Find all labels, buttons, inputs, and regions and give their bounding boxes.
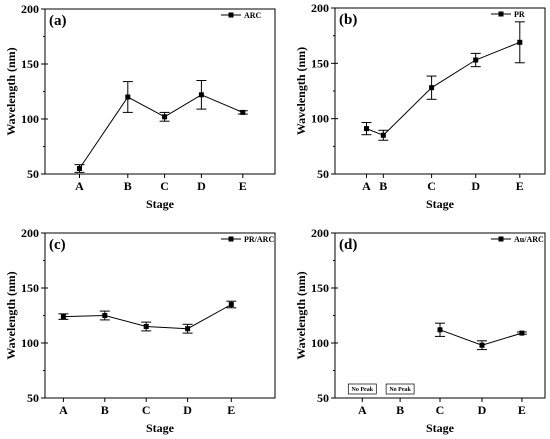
y-tick-label: 50 [27, 167, 39, 181]
y-tick-label: 200 [21, 2, 39, 16]
x-tick-label: D [197, 179, 206, 193]
y-tick-label: 100 [21, 112, 39, 126]
y-tick-label: 50 [27, 391, 39, 405]
x-axis-title: Stage [146, 197, 175, 211]
y-tick-label: 150 [311, 281, 329, 295]
y-tick-label: 150 [311, 56, 329, 70]
data-point [473, 57, 479, 63]
plot-frame [334, 232, 546, 399]
panel-label: (d) [339, 237, 357, 253]
x-tick-label: C [436, 403, 445, 417]
data-point [479, 342, 485, 348]
y-tick-label: 100 [311, 336, 329, 350]
y-axis-title: Wavelength (nm) [4, 47, 18, 135]
data-point [77, 166, 82, 171]
x-tick-label: A [358, 403, 367, 417]
plot-frame [44, 8, 276, 175]
x-axis-title: Stage [146, 421, 175, 435]
x-axis-title: Stage [426, 421, 455, 435]
panel-label: (a) [49, 13, 67, 29]
y-tick-label: 50 [317, 167, 329, 181]
legend-label: PR/ARC [244, 235, 274, 244]
plot-frame [44, 232, 276, 399]
data-point [143, 324, 149, 329]
x-tick-label: D [183, 403, 192, 417]
x-tick-label: C [160, 179, 169, 193]
y-tick-label: 200 [311, 226, 329, 240]
data-point [517, 39, 523, 45]
x-tick-label: A [362, 179, 371, 193]
data-point [519, 330, 525, 336]
x-tick-label: C [142, 403, 151, 417]
panel-label: (b) [339, 12, 357, 28]
y-tick-label: 100 [21, 336, 39, 350]
data-point [162, 114, 168, 120]
x-tick-label: A [59, 403, 68, 417]
y-axis-title: Wavelength (nm) [294, 47, 308, 135]
y-tick-label: 200 [311, 1, 329, 15]
annotation-box [385, 383, 415, 395]
x-axis-title: Stage [426, 197, 455, 211]
annotation-label: No Peak [352, 387, 374, 393]
data-point [437, 327, 443, 333]
y-tick-label: 150 [21, 281, 39, 295]
x-tick-label: D [478, 403, 487, 417]
x-tick-label: B [124, 179, 132, 193]
y-tick-label: 150 [21, 57, 39, 71]
x-tick-label: E [518, 403, 526, 417]
x-tick-label: E [239, 179, 247, 193]
x-tick-label: E [516, 179, 524, 193]
annotation-label: No Peak [389, 387, 411, 393]
panel-label: (c) [49, 237, 66, 253]
y-tick-label: 50 [317, 391, 329, 405]
data-point [198, 92, 204, 98]
legend-label: PR [514, 10, 525, 19]
legend-marker [498, 11, 504, 17]
x-tick-label: B [101, 403, 109, 417]
data-point [125, 94, 131, 100]
x-tick-label: D [471, 179, 480, 193]
data-point [102, 313, 108, 318]
legend-marker [498, 236, 504, 242]
series-line [366, 41, 520, 136]
data-point [429, 85, 435, 91]
data-point [364, 126, 369, 132]
x-tick-label: E [227, 403, 235, 417]
data-point [228, 302, 234, 307]
x-tick-label: B [379, 179, 387, 193]
x-tick-label: C [427, 179, 436, 193]
y-axis-title: Wavelength (nm) [4, 271, 18, 359]
series-line [79, 94, 243, 169]
legend-label: Au/ARC [514, 235, 544, 244]
y-tick-label: 100 [311, 112, 329, 126]
legend-label: ARC [244, 11, 262, 20]
data-point [60, 314, 66, 320]
legend-marker [228, 12, 234, 18]
data-point [185, 326, 191, 332]
legend-marker [228, 236, 234, 242]
y-axis-title: Wavelength (nm) [294, 271, 308, 359]
x-tick-label: B [396, 403, 404, 417]
y-tick-label: 200 [21, 226, 39, 240]
data-point [380, 132, 386, 138]
data-point [240, 109, 246, 115]
annotation-box [347, 383, 377, 395]
plot-frame [334, 7, 546, 175]
x-tick-label: A [75, 179, 84, 193]
